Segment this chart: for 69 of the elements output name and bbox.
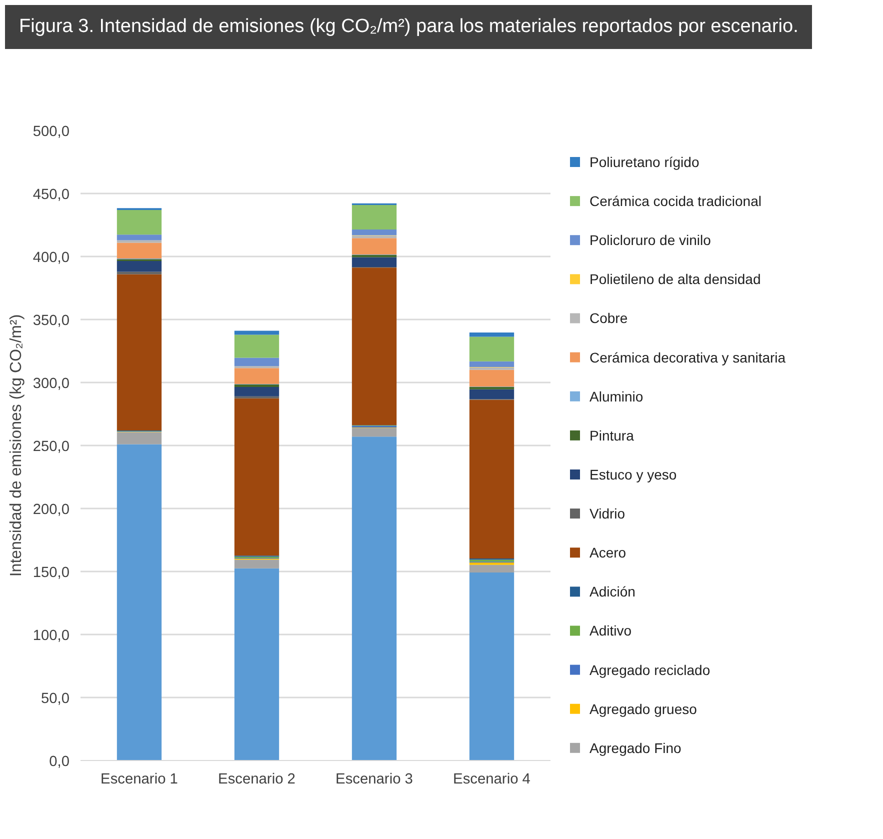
bar [469,572,514,760]
bar [116,432,162,444]
legend-label: Policloruro de vinilo [590,232,712,248]
y-tick-label: 350,0 [32,313,70,329]
legend-label: Vidrio [590,506,626,522]
bar [352,257,397,267]
y-tick-label: 150,0 [32,565,70,581]
bar [469,336,514,362]
bar [116,261,162,272]
legend-label: Pintura [590,427,634,444]
y-tick-label: 450,0 [32,187,70,203]
bar [234,568,280,760]
legend-label: Estuco y yeso [590,466,677,482]
y-tick-label: 400,0 [32,250,70,266]
bar [234,398,280,556]
bar [469,564,514,573]
bar [116,272,162,274]
y-tick-label: 100,0 [32,628,70,644]
chart-title: Figura 3. Intensidad de emisiones (kg CO₂/m²) para los materiales reportados por escenario. [5,5,812,49]
bar [116,210,162,235]
bar [116,274,162,431]
legend-label: Agregado reciclado [590,662,710,678]
x-tick-label: Escenario 4 [453,772,530,788]
bar [234,560,280,568]
y-tick-label: 500,0 [32,124,70,140]
bar [469,367,514,370]
y-tick-label: 200,0 [32,502,70,518]
bar [352,436,397,760]
y-tick-label: 250,0 [32,439,70,455]
y-axis-title: Intensidad de emisiones (kg CO₂/m²) [8,314,25,577]
bar [352,428,397,437]
bar [234,334,280,358]
legend-label: Cobre [590,310,628,326]
bar [116,240,162,243]
legend-label: Cerámica cocida tradicional [590,193,762,210]
bar [469,361,514,367]
bar [352,238,397,254]
bar [352,230,397,236]
bar [469,332,514,337]
bar [116,242,162,259]
bar [469,389,514,400]
y-tick-label: 300,0 [32,376,70,392]
bar [234,387,280,396]
bar [234,384,280,388]
legend-label: Polietileno de alta densidad [590,271,761,288]
y-tick-label: 50,0 [40,691,70,707]
bar [116,234,162,240]
x-tick-label: Escenario 2 [218,772,296,788]
legend-label: Aditivo [590,622,632,639]
bar [116,444,162,760]
bar [352,268,397,426]
legend-label: Adición [590,584,636,600]
bar [352,204,397,230]
bar [352,254,397,258]
bar [234,368,280,384]
legend-label: Aluminio [590,388,644,404]
legend-label: Acero [590,544,626,561]
bar [469,400,514,559]
bar [469,370,514,387]
x-tick-label: Escenario 3 [336,772,413,788]
legend-label: Poliuretano rígido [590,154,700,170]
x-tick-label: Escenario 1 [100,772,178,788]
bar [234,330,280,335]
legend-label: Agregado grueso [590,700,698,717]
y-tick-label: 0,0 [49,754,70,770]
legend-label: Agregado Fino [590,740,682,756]
legend-label: Cerámica decorativa y sanitaria [590,349,786,366]
bar [352,236,397,238]
bar [234,358,280,366]
